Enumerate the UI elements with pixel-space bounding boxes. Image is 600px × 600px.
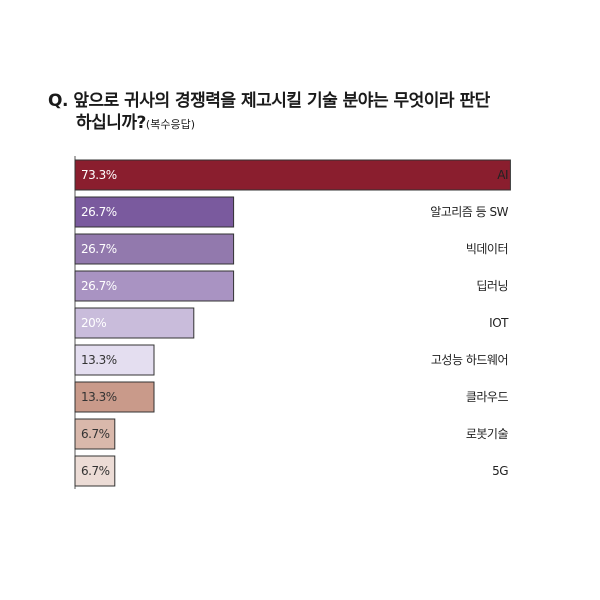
bar-7 (74, 418, 116, 450)
bar-5 (74, 344, 155, 376)
category-label-4: IOT (489, 316, 509, 330)
category-label-7: 로봇기술 (466, 427, 509, 441)
question-line-2: 하십니까? (76, 113, 146, 133)
bar-2 (74, 233, 235, 265)
bar-6 (74, 381, 155, 413)
bar-1 (74, 196, 235, 228)
bar-value-label-1: 26.7% (81, 205, 117, 219)
bar-0 (74, 159, 511, 191)
category-label-0: AI (497, 168, 508, 182)
bar-value-label-7: 6.7% (81, 427, 110, 441)
bar-value-label-5: 13.3% (81, 353, 117, 367)
question-line-2-wrap: 하십니까?(복수응답) (48, 112, 568, 136)
category-label-5: 고성능 하드웨어 (431, 353, 508, 367)
question-title: Q. 앞으로 귀사의 경쟁력을 제고시킬 기술 분야는 무엇이라 판단 하십니까… (48, 90, 568, 136)
bar-3 (74, 270, 235, 302)
bar-8 (74, 455, 116, 487)
category-label-1: 알고리즘 등 SW (430, 205, 508, 219)
bar-value-label-4: 20% (81, 316, 106, 330)
category-label-3: 딥러닝 (476, 279, 508, 293)
bar-value-label-2: 26.7% (81, 242, 117, 256)
category-label-2: 빅데이터 (466, 242, 508, 256)
question-line-1: Q. 앞으로 귀사의 경쟁력을 제고시킬 기술 분야는 무엇이라 판단 (48, 91, 490, 111)
category-label-8: 5G (492, 464, 508, 478)
bar-value-label-3: 26.7% (81, 279, 117, 293)
question-note: (복수응답) (145, 118, 195, 131)
bar-value-label-0: 73.3% (81, 168, 117, 182)
bar-value-label-8: 6.7% (81, 464, 110, 478)
bar-value-label-6: 13.3% (81, 390, 117, 404)
category-label-6: 클라우드 (466, 390, 509, 404)
bar-4 (74, 307, 195, 339)
